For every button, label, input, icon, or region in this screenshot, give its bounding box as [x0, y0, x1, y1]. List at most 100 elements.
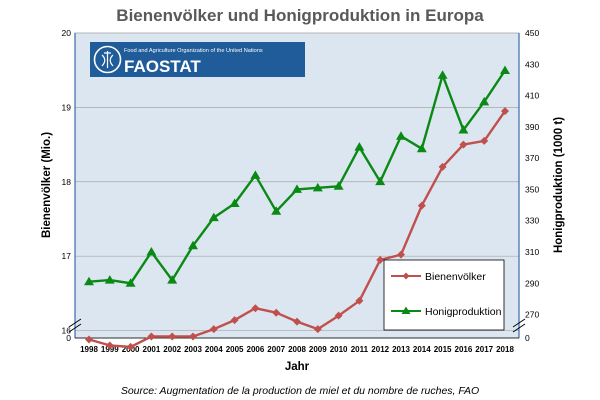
x-tick-label: 2016: [455, 345, 473, 354]
data-point-honigproduktion: [458, 124, 469, 134]
left-tick-label: 19: [62, 102, 72, 112]
data-point-bienenv-lker: [189, 332, 197, 341]
series-layer: [84, 65, 510, 351]
x-tick-label: 2002: [163, 345, 181, 354]
data-point-honigproduktion: [167, 275, 178, 284]
data-point-honigproduktion: [396, 131, 406, 140]
data-point-bienenv-lker: [293, 317, 301, 326]
left-tick-label: 16: [62, 326, 72, 336]
x-tick-label: 2017: [475, 345, 493, 354]
data-point-honigproduktion: [208, 212, 219, 222]
x-tick-label: 2006: [247, 345, 265, 354]
data-point-bienenv-lker: [251, 304, 260, 313]
left-tick-label: 0: [66, 333, 71, 343]
left-axis-label: Bienenvölker (Mio.): [41, 132, 53, 238]
x-tick-label: 2005: [226, 345, 244, 354]
x-tick-label: 2007: [267, 345, 285, 354]
right-tick-label: 330: [525, 216, 539, 226]
x-tick-label: 1998: [80, 345, 98, 354]
right-tick-label: 390: [525, 122, 539, 132]
x-tick-label: 2011: [351, 345, 369, 354]
x-tick-label: 2003: [184, 345, 202, 354]
right-tick-label: 410: [525, 91, 539, 101]
left-tick-label: 20: [62, 28, 72, 38]
data-point-bienenv-lker: [480, 136, 489, 145]
x-tick-label: 2008: [288, 345, 306, 354]
legend: Bienenvölker Honigproduktion: [383, 259, 505, 331]
legend-marker-bienen: [402, 272, 410, 280]
source-note: Source: Augmentation de la production de…: [121, 385, 479, 397]
fao-logo: Food and Agriculture Organization of the…: [90, 42, 305, 77]
right-tick-label: 430: [525, 59, 539, 69]
x-tick-label: 2012: [371, 345, 389, 354]
fao-logo-background: [90, 42, 305, 77]
data-point-honigproduktion: [479, 96, 490, 106]
data-point-bienenv-lker: [209, 325, 218, 334]
data-point-bienenv-lker: [85, 335, 93, 344]
data-point-bienenv-lker: [355, 296, 364, 305]
left-tick-label: 18: [62, 177, 72, 187]
x-tick-label: 2001: [143, 345, 161, 354]
data-point-bienenv-lker: [417, 201, 426, 210]
right-tick-label: 290: [525, 278, 539, 288]
left-axis-break: [68, 318, 82, 333]
left-tick-labels: 016 17 18 19 20: [62, 28, 72, 343]
x-tick-label: 2013: [392, 345, 410, 354]
data-point-honigproduktion: [375, 176, 386, 186]
data-point-bienenv-lker: [438, 162, 447, 171]
data-point-bienenv-lker: [397, 250, 405, 259]
left-tick-label: 17: [62, 251, 72, 261]
right-tick-label: 370: [525, 153, 539, 163]
x-tick-label: 2014: [413, 345, 431, 354]
right-axis-label: Honigproduktion (1000 t): [553, 117, 565, 253]
fao-emblem-icon: [93, 45, 122, 74]
data-point-bienenv-lker: [334, 311, 343, 320]
data-point-bienenv-lker: [230, 316, 239, 325]
legend-label-bienen: Bienenvölker: [425, 271, 486, 283]
data-point-honigproduktion: [437, 70, 448, 79]
chart-title: Bienenvölker und Honigproduktion in Euro…: [116, 6, 484, 25]
right-axis-break: [512, 318, 526, 333]
data-point-honigproduktion: [312, 182, 323, 192]
data-point-honigproduktion: [146, 246, 157, 256]
data-point-honigproduktion: [333, 181, 344, 190]
x-tick-label: 2009: [309, 345, 327, 354]
legend-label-honig: Honigproduktion: [425, 306, 502, 318]
data-point-bienenv-lker: [105, 341, 114, 350]
fao-wordmark: FAOSTAT: [124, 57, 201, 76]
x-tick-labels: 1998199920002001200220032004200520062007…: [80, 345, 514, 354]
data-point-honigproduktion: [271, 206, 282, 215]
data-point-honigproduktion: [416, 143, 427, 153]
data-point-bienenv-lker: [459, 140, 468, 149]
data-point-bienenv-lker: [376, 255, 385, 264]
legend-marker-honig: [401, 306, 411, 314]
data-point-honigproduktion: [250, 170, 261, 179]
x-tick-label: 2015: [434, 345, 452, 354]
data-point-bienenv-lker: [272, 308, 281, 317]
data-point-honigproduktion: [500, 65, 510, 75]
data-point-bienenv-lker: [501, 107, 509, 116]
x-tick-label: 2018: [496, 345, 514, 354]
right-tick-label: 350: [525, 184, 539, 194]
x-tick-label: 2010: [330, 345, 348, 354]
x-tick-label: 2004: [205, 345, 223, 354]
data-point-honigproduktion: [354, 142, 365, 151]
data-point-bienenv-lker: [126, 342, 135, 351]
data-point-honigproduktion: [188, 240, 198, 250]
data-point-bienenv-lker: [313, 325, 322, 334]
data-point-bienenv-lker: [147, 332, 156, 341]
data-point-honigproduktion: [292, 184, 302, 193]
data-point-honigproduktion: [84, 276, 94, 286]
x-tick-label: 1999: [101, 345, 119, 354]
right-tick-label: 310: [525, 247, 539, 257]
right-tick-label: 270: [525, 310, 539, 320]
data-point-honigproduktion: [229, 198, 240, 207]
data-point-honigproduktion: [125, 278, 136, 287]
right-tick-label: 0: [525, 333, 530, 343]
legend-box: [383, 259, 505, 331]
x-axis-label: Jahr: [285, 361, 310, 373]
right-tick-labels: 0 270 290 310 330 350 370 390 410 430 450: [525, 28, 539, 343]
data-point-honigproduktion: [104, 275, 115, 284]
data-point-bienenv-lker: [168, 332, 177, 341]
